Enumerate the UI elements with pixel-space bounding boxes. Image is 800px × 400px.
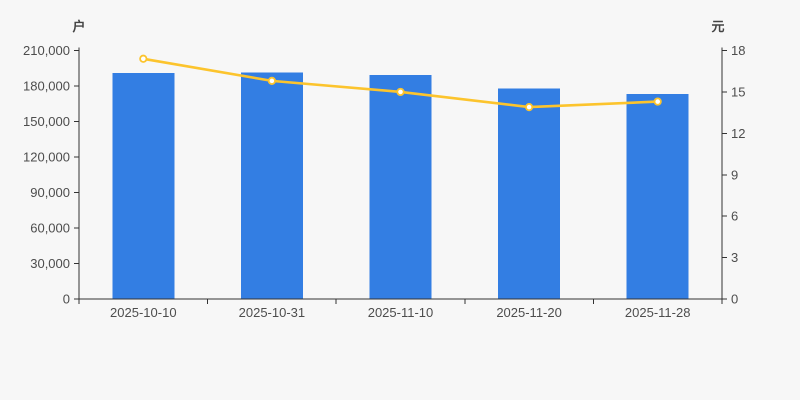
x-axis-category-label: 2025-10-31 [239, 305, 306, 320]
right-axis-tick-label: 15 [731, 84, 745, 99]
left-axis-tick-label: 180,000 [23, 79, 70, 94]
line-point-2025-10-10[interactable] [139, 54, 148, 63]
bar-2025-11-28[interactable] [626, 93, 689, 299]
line-point-2025-11-28[interactable] [653, 97, 662, 106]
right-axis-tick-label: 18 [731, 43, 745, 58]
right-axis-tick-label: 0 [731, 292, 738, 307]
x-axis-category-label: 2025-11-28 [625, 305, 691, 320]
right-axis-tick-label: 6 [731, 209, 738, 224]
left-axis-tick-label: 210,000 [23, 43, 70, 58]
left-axis-tick-label: 60,000 [30, 221, 70, 236]
x-axis-category-label: 2025-11-20 [496, 305, 562, 320]
line-point-2025-10-31[interactable] [267, 76, 276, 85]
left-axis-tick-label: 120,000 [23, 150, 70, 165]
line-point-2025-11-10[interactable] [396, 87, 405, 97]
x-axis-category-label: 2025-11-10 [368, 305, 434, 320]
right-axis-tick-label: 9 [731, 167, 738, 182]
x-axis-category-label: 2025-10-10 [110, 305, 177, 320]
line-point-2025-11-20[interactable] [524, 103, 534, 112]
bar-2025-11-10[interactable] [369, 75, 432, 300]
bar-2025-10-31[interactable] [240, 72, 303, 300]
right-axis-unit-label: 元 [711, 19, 724, 34]
left-axis-tick-label: 0 [63, 292, 70, 307]
left-axis-unit-label: 户 [72, 19, 85, 34]
left-axis-tick-label: 90,000 [30, 185, 70, 200]
bar-2025-11-20[interactable] [498, 88, 561, 299]
bar-2025-10-10[interactable] [112, 73, 175, 299]
right-axis-tick-label: 12 [731, 126, 745, 141]
right-axis-tick-label: 3 [731, 250, 738, 265]
left-axis-tick-label: 30,000 [30, 256, 70, 271]
left-axis-tick-label: 150,000 [23, 114, 70, 129]
